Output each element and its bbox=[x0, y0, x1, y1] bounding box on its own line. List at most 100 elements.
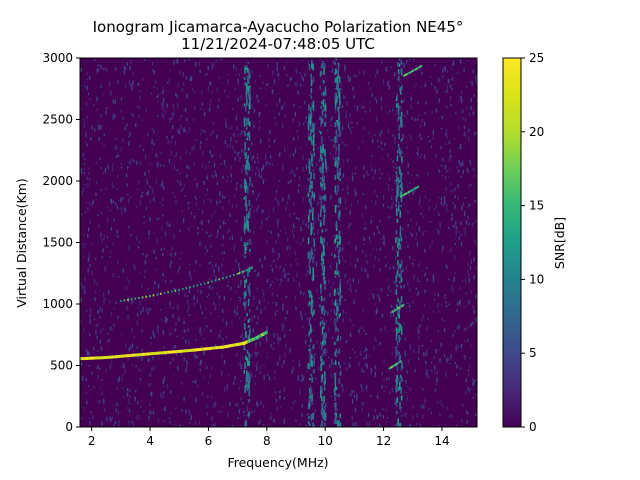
noise-speck bbox=[392, 160, 394, 163]
noise-speck bbox=[251, 372, 253, 377]
noise-speck bbox=[304, 313, 306, 316]
noise-speck bbox=[157, 329, 159, 334]
band-speck bbox=[311, 140, 313, 145]
noise-speck bbox=[153, 86, 155, 89]
noise-speck bbox=[211, 416, 214, 420]
noise-speck bbox=[368, 132, 370, 135]
noise-speck bbox=[144, 269, 147, 274]
noise-speck bbox=[336, 93, 338, 98]
noise-speck bbox=[248, 414, 250, 419]
noise-speck bbox=[170, 253, 172, 257]
noise-speck bbox=[334, 246, 337, 251]
noise-speck bbox=[437, 302, 439, 308]
noise-speck bbox=[375, 248, 378, 250]
noise-speck bbox=[456, 309, 458, 312]
band-speck bbox=[399, 374, 402, 379]
noise-speck bbox=[357, 146, 360, 150]
x-tick-label: 2 bbox=[88, 434, 96, 448]
echo-point bbox=[180, 349, 183, 353]
band-speck bbox=[310, 120, 312, 124]
noise-speck bbox=[397, 325, 399, 331]
noise-speck bbox=[459, 303, 461, 306]
noise-speck bbox=[201, 90, 203, 94]
band-speck bbox=[244, 244, 246, 251]
noise-speck bbox=[331, 336, 334, 339]
noise-speck bbox=[417, 118, 419, 121]
noise-speck bbox=[444, 133, 446, 137]
band-speck bbox=[398, 205, 400, 212]
noise-speck bbox=[449, 158, 451, 163]
noise-speck bbox=[410, 219, 412, 221]
noise-speck bbox=[330, 318, 333, 321]
noise-speck bbox=[473, 238, 476, 242]
noise-speck bbox=[157, 218, 159, 221]
band-speck bbox=[334, 342, 336, 345]
noise-speck bbox=[128, 280, 130, 284]
echo-point bbox=[222, 345, 225, 349]
noise-speck bbox=[437, 229, 440, 235]
noise-speck bbox=[283, 387, 286, 392]
noise-speck bbox=[422, 388, 424, 391]
band-speck bbox=[244, 221, 246, 226]
noise-speck bbox=[96, 120, 99, 123]
noise-speck bbox=[417, 101, 419, 105]
noise-speck bbox=[279, 390, 281, 393]
noise-speck bbox=[426, 278, 428, 282]
noise-speck bbox=[315, 261, 318, 267]
noise-speck bbox=[119, 207, 121, 210]
noise-speck bbox=[403, 413, 405, 416]
noise-speck bbox=[232, 425, 234, 427]
noise-speck bbox=[95, 199, 98, 201]
echo-point bbox=[400, 360, 402, 363]
noise-speck bbox=[139, 95, 141, 100]
noise-speck bbox=[199, 368, 201, 372]
noise-speck bbox=[150, 383, 152, 385]
band-speck bbox=[400, 150, 403, 155]
noise-speck bbox=[438, 77, 441, 83]
noise-speck bbox=[445, 263, 447, 269]
noise-speck bbox=[88, 252, 90, 257]
band-speck bbox=[396, 272, 398, 278]
plot-background bbox=[80, 58, 477, 427]
noise-speck bbox=[313, 168, 315, 173]
band-speck bbox=[248, 131, 250, 135]
noise-speck bbox=[126, 392, 129, 397]
noise-speck bbox=[124, 66, 126, 71]
noise-speck bbox=[354, 192, 356, 198]
band-speck bbox=[310, 249, 313, 255]
echo-point bbox=[84, 357, 87, 360]
band-speck bbox=[248, 389, 251, 397]
noise-speck bbox=[201, 151, 204, 156]
band-speck bbox=[310, 227, 312, 236]
noise-speck bbox=[212, 121, 215, 125]
noise-speck bbox=[188, 226, 190, 231]
noise-speck bbox=[215, 174, 217, 177]
noise-speck bbox=[170, 260, 172, 264]
noise-speck bbox=[415, 237, 417, 240]
echo-point bbox=[229, 344, 232, 348]
noise-speck bbox=[227, 219, 229, 221]
band-speck bbox=[311, 278, 314, 282]
band-speck bbox=[400, 376, 403, 382]
noise-speck bbox=[221, 353, 223, 358]
band-speck bbox=[338, 91, 340, 99]
noise-speck bbox=[100, 125, 102, 130]
noise-speck bbox=[179, 70, 181, 76]
noise-speck bbox=[222, 206, 224, 210]
band-speck bbox=[249, 73, 251, 79]
colorbar-tick-label: 25 bbox=[529, 51, 544, 65]
noise-speck bbox=[116, 205, 118, 210]
band-speck bbox=[339, 286, 341, 293]
band-speck bbox=[400, 112, 403, 117]
noise-speck bbox=[116, 109, 119, 111]
noise-speck bbox=[259, 87, 262, 90]
noise-speck bbox=[241, 332, 243, 337]
noise-speck bbox=[422, 231, 424, 236]
noise-speck bbox=[456, 326, 458, 330]
band-speck bbox=[307, 251, 310, 259]
band-speck bbox=[247, 111, 250, 114]
noise-speck bbox=[162, 253, 164, 257]
noise-speck bbox=[203, 199, 205, 204]
noise-speck bbox=[195, 202, 198, 206]
noise-speck bbox=[355, 75, 357, 78]
